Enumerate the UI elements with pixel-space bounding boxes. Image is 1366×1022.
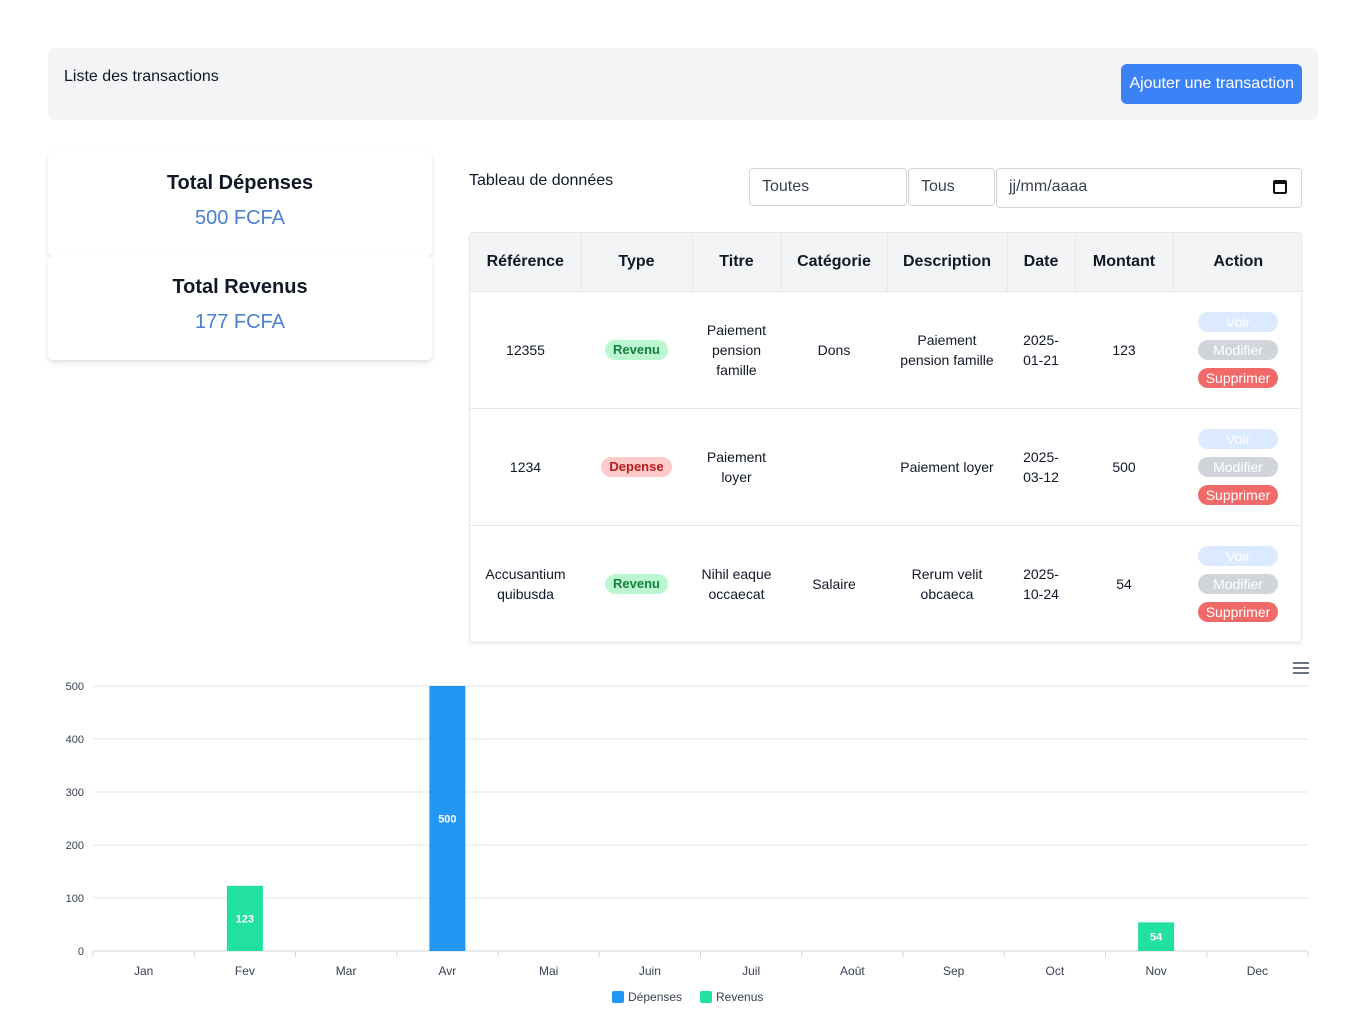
x-tick-label: Sep [943, 964, 965, 978]
calendar-icon[interactable] [1273, 180, 1287, 194]
total-revenues-value: 177 FCFA [194, 311, 286, 333]
cell-type: Depense [581, 408, 692, 526]
column-header-reference: Référence [470, 233, 582, 292]
type-filter-value: Tous [921, 178, 955, 195]
delete-button[interactable]: Supprimer [1198, 367, 1278, 388]
cell-actions: Voir Modifier Supprimer [1173, 291, 1301, 409]
category-filter-value: Toutes [762, 178, 810, 195]
table-title: Tableau de données [469, 172, 614, 189]
cell-type: Revenu [581, 525, 692, 642]
total-revenues-title: Total Revenus [172, 276, 308, 298]
y-tick-label: 200 [66, 840, 84, 852]
x-tick-label: Oct [1046, 964, 1065, 978]
category-filter[interactable]: Toutes [749, 168, 907, 206]
column-header-action: Action [1173, 233, 1301, 292]
data-label: 123 [236, 913, 254, 925]
data-label: 500 [438, 814, 456, 826]
table-header-row: Référence Type Titre Catégorie Descripti… [470, 233, 1301, 292]
cell-montant: 500 [1075, 408, 1173, 526]
view-button[interactable]: Voir [1198, 545, 1278, 566]
edit-button[interactable]: Modifier [1198, 339, 1278, 360]
y-tick-label: 500 [66, 681, 84, 693]
edit-button[interactable]: Modifier [1198, 456, 1278, 477]
cell-date: 2025-10-24 [1023, 565, 1059, 602]
delete-button[interactable]: Supprimer [1198, 484, 1278, 505]
total-expenses-value: 500 FCFA [194, 207, 286, 229]
cell-description: Paiement loyer [887, 408, 1007, 526]
legend-swatch [612, 991, 624, 1003]
cell-montant: 54 [1116, 575, 1132, 592]
column-header-categorie: Catégorie [781, 233, 888, 292]
column-header-description: Description [887, 233, 1008, 292]
type-badge: Revenu [605, 340, 668, 360]
bar [226, 885, 263, 951]
cell-date: 2025-03-12 [1007, 408, 1075, 526]
add-transaction-button[interactable]: Ajouter une transaction [1121, 64, 1302, 104]
column-header-type: Type [581, 233, 693, 292]
data-label: 54 [1150, 932, 1163, 944]
y-tick-label: 400 [66, 734, 84, 746]
table-row: 12355 Revenu Paiement pension famille Do… [470, 291, 1301, 409]
total-revenues-card: Total Revenus 177 FCFA [48, 256, 432, 360]
table-row: Accusantium quibusda Revenu Nihil eaque … [470, 525, 1301, 642]
cell-categorie: Salaire [812, 575, 856, 592]
cell-titre: Nihil eaque occaecat [701, 565, 772, 602]
type-badge: Depense [601, 457, 672, 477]
legend-swatch [700, 991, 712, 1003]
chart-menu-icon[interactable] [1293, 662, 1309, 674]
cell-reference: 1234 [470, 408, 581, 526]
cell-actions: Voir Modifier Supprimer [1173, 525, 1301, 642]
legend-label: Revenus [716, 990, 763, 1004]
cell-date: 2025-01-21 [1007, 291, 1075, 409]
view-button[interactable]: Voir [1198, 311, 1278, 332]
y-tick-label: 0 [78, 946, 84, 958]
y-tick-label: 100 [66, 893, 84, 905]
x-tick-label: Août [840, 964, 865, 978]
cell-titre: Paiement pension famille [692, 291, 781, 409]
page-title: Liste des transactions [64, 68, 219, 85]
bar [1138, 922, 1175, 951]
view-button[interactable]: Voir [1198, 428, 1278, 449]
cell-type: Revenu [581, 291, 692, 409]
cell-categorie: Dons [781, 291, 887, 409]
column-header-titre: Titre [692, 233, 782, 292]
y-tick-label: 300 [66, 787, 84, 799]
date-filter-placeholder: jj/mm/aaaa [1009, 178, 1088, 195]
x-tick-label: Avr [438, 964, 456, 978]
x-tick-label: Juin [639, 964, 661, 978]
date-filter[interactable]: jj/mm/aaaa [996, 168, 1302, 208]
x-tick-label: Jan [134, 964, 153, 978]
x-tick-label: Nov [1145, 964, 1166, 978]
cell-reference: 12355 [470, 291, 581, 409]
table-row: 1234 Depense Paiement loyer Paiement loy… [470, 408, 1301, 526]
total-expenses-card: Total Dépenses 500 FCFA [48, 152, 432, 256]
edit-button[interactable]: Modifier [1198, 573, 1278, 594]
cell-titre: Paiement loyer [692, 408, 781, 526]
header-bar: Liste des transactions Ajouter une trans… [48, 48, 1318, 120]
monthly-bar-chart: 0 100 200 300 400 500 Jan Fev Mar Avr Mai Juin Juil A… [66, 681, 1309, 1004]
legend-label: Dépenses [628, 990, 682, 1004]
cell-actions: Voir Modifier Supprimer [1173, 408, 1301, 526]
cell-montant: 123 [1075, 291, 1173, 409]
x-tick-label: Mar [336, 964, 357, 978]
bar [429, 686, 466, 951]
transactions-table: Référence Type Titre Catégorie Descripti… [469, 232, 1302, 643]
delete-button[interactable]: Supprimer [1198, 601, 1278, 622]
cell-reference: Accusantium quibusda [485, 565, 566, 602]
x-tick-label: Mai [539, 964, 558, 978]
x-tick-label: Fev [235, 964, 255, 978]
column-header-montant: Montant [1075, 233, 1174, 292]
cell-description: Paiement pension famille [887, 291, 1007, 409]
type-badge: Revenu [605, 574, 668, 595]
x-tick-label: Dec [1247, 964, 1268, 978]
type-filter[interactable]: Tous [908, 168, 995, 206]
column-header-date: Date [1007, 233, 1076, 292]
cell-categorie [781, 408, 887, 526]
x-tick-label: Juil [742, 964, 760, 978]
cell-description: Rerum velit obcaeca [911, 565, 983, 602]
total-expenses-title: Total Dépenses [166, 172, 314, 194]
